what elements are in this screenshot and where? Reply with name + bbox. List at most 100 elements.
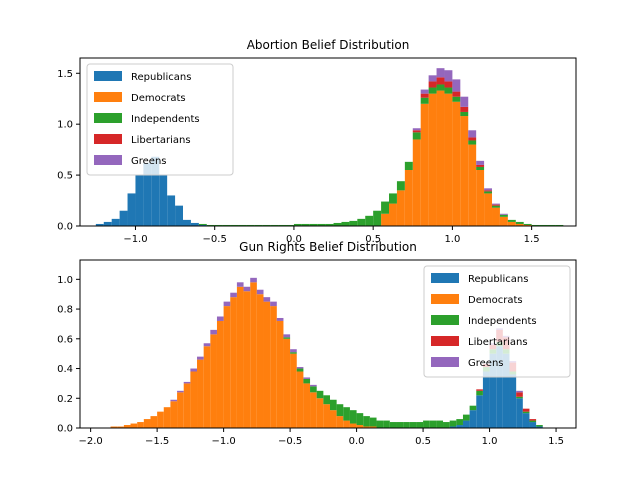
bar-independents-38: [363, 416, 370, 427]
bar-democrats-31: [316, 398, 324, 428]
bar-independents-14: [206, 224, 215, 226]
y-tick-label: 1.0: [57, 120, 73, 131]
legend-label-democrats: Democrats: [468, 295, 523, 306]
bar-greens-28: [296, 367, 304, 369]
bar-democrats-20: [243, 291, 251, 428]
bar-republicans-59: [502, 353, 510, 428]
chart-title: Gun Rights Belief Distribution: [239, 240, 417, 254]
legend-swatch-democrats: [431, 294, 459, 304]
axis-ticks: −1.0 −0.5 0.0 0.5 1.0 1.5 0.0 0.5 1.0 1.5: [57, 69, 539, 245]
bar-democrats-54: [523, 224, 532, 226]
bar-independents-26: [301, 223, 310, 226]
bar-democrats-24: [270, 306, 277, 428]
x-tick-label: 0.0: [349, 436, 365, 447]
bar-independents-23: [278, 224, 286, 226]
bar-independents-27: [290, 352, 297, 354]
bar-independents-28: [296, 368, 304, 372]
bar-democrats-39: [369, 426, 377, 428]
bar-greens-18: [230, 292, 237, 298]
legend-label-independents: Independents: [131, 114, 200, 125]
bar-republicans-58: [496, 346, 503, 428]
bar-greens-42: [428, 75, 437, 82]
bar-independents-47: [468, 140, 477, 145]
bar-democrats-36: [381, 213, 390, 226]
bar-libertarians-41: [420, 93, 429, 98]
bar-independents-20: [254, 224, 263, 226]
bar-independents-41: [383, 420, 390, 428]
bar-democrats-50: [492, 207, 500, 226]
bar-greens-15: [210, 329, 217, 335]
legend-swatch-greens: [94, 155, 122, 165]
bar-democrats-42: [428, 93, 437, 226]
bar-independents-35: [343, 407, 350, 421]
bar-democrats-30: [310, 392, 317, 428]
bar-libertarians-44: [444, 81, 453, 88]
bar-independents-49: [484, 191, 493, 194]
bar-independents-25: [293, 223, 302, 226]
bar-greens-16: [216, 316, 224, 321]
bar-independents-45: [409, 422, 417, 428]
bar-independents-32: [323, 395, 330, 405]
y-tick-label: 0.6: [57, 334, 73, 345]
bars-group: [95, 68, 564, 226]
bar-libertarians-43: [436, 77, 445, 85]
bar-independents-58: [555, 224, 564, 226]
bar-independents-48: [476, 166, 485, 170]
legend-swatch-republicans: [94, 71, 122, 81]
bar-independents-42: [389, 422, 397, 428]
bar-republicans-0: [95, 223, 104, 226]
bar-democrats-49: [484, 193, 493, 226]
bar-democrats-35: [343, 420, 350, 428]
bar-democrats-6: [150, 416, 158, 428]
bar-greens-19: [236, 282, 244, 287]
bar-independents-49: [436, 420, 444, 428]
bar-libertarians-46: [460, 106, 469, 112]
bar-democrats-8: [163, 407, 171, 428]
bar-greens-11: [183, 381, 191, 384]
bar-republicans-12: [190, 222, 199, 226]
bar-democrats-1: [117, 426, 124, 428]
bar-independents-35: [373, 210, 382, 226]
axis-ticks: −2.0 −1.5 −1.0 −0.5 0.0 0.5 1.0 1.5 0.0 0.2 0.4 0.6…: [57, 275, 564, 447]
bar-greens-14: [203, 343, 211, 347]
x-tick-label: −1.5: [145, 436, 169, 447]
bar-libertarians-61: [516, 392, 523, 397]
x-tick-label: −1.0: [123, 234, 147, 245]
bar-independents-39: [404, 161, 413, 170]
bar-independents-33: [357, 218, 366, 226]
bar-greens-26: [283, 334, 291, 338]
bar-republicans-60: [509, 374, 517, 428]
bar-libertarians-47: [468, 137, 477, 141]
bar-republicans-5: [135, 175, 144, 226]
bar-democrats-34: [336, 416, 344, 428]
y-tick-label: 0.4: [57, 364, 73, 375]
y-tick-label: 1.0: [57, 275, 73, 286]
bar-democrats-38: [396, 190, 405, 226]
bar-independents-44: [444, 87, 453, 94]
y-tick-label: 0.0: [57, 222, 73, 233]
bar-democrats-37: [356, 425, 364, 428]
bar-democrats-15: [210, 334, 217, 428]
bar-greens-25: [276, 317, 284, 321]
bar-greens-10: [177, 390, 184, 393]
bar-libertarians-55: [476, 389, 483, 391]
bar-independents-33: [329, 399, 337, 411]
bar-greens-41: [420, 89, 429, 94]
y-tick-label: 0.5: [57, 171, 73, 182]
bar-democrats-18: [230, 297, 237, 428]
y-tick-label: 0.8: [57, 305, 73, 316]
bar-democrats-33: [329, 410, 337, 428]
x-tick-label: 0.0: [286, 234, 302, 245]
bar-independents-50: [443, 422, 450, 428]
bar-greens-24: [270, 301, 277, 307]
bar-republicans-3: [119, 210, 128, 226]
bar-republicans-1: [103, 221, 112, 226]
bar-democrats-17: [223, 306, 231, 428]
legend-label-republicans: Republicans: [468, 274, 528, 285]
bar-republicans-53: [462, 420, 470, 428]
legend-swatch-libertarians: [431, 336, 459, 346]
bar-greens-50: [492, 203, 500, 205]
bar-independents-30: [333, 222, 342, 226]
bar-independents-28: [317, 223, 326, 226]
bar-independents-31: [316, 390, 324, 399]
